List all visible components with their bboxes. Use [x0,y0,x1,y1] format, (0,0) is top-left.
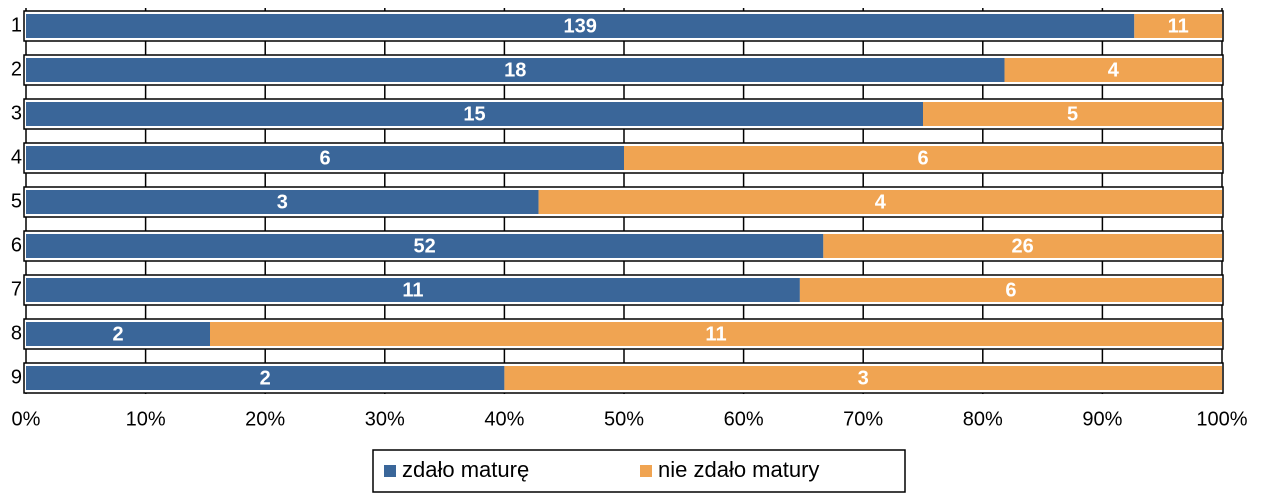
data-label: 52 [414,235,436,257]
bar-segment [210,322,1222,346]
data-label: 139 [563,15,596,37]
bar-segment [1134,14,1222,38]
bar-segment [26,234,824,258]
bar-segment [26,366,505,390]
legend: zdało maturę nie zdało matury [372,449,906,493]
data-label: 5 [1067,103,1078,125]
bar-segment [504,366,1222,390]
x-tick-label: 20% [245,408,285,430]
bar-segment [26,14,1135,38]
bar-segment [26,102,923,126]
data-label: 11 [1168,15,1189,37]
legend-label: zdało maturę [402,457,529,482]
x-tick-label: 90% [1082,408,1122,430]
bar-segment [923,102,1222,126]
category-label: 7 [11,278,22,300]
data-label: 6 [1005,279,1016,301]
x-tick-label: 50% [604,408,644,430]
data-label: 3 [858,367,869,389]
x-tick-label: 40% [484,408,524,430]
category-label: 9 [11,366,22,388]
x-tick-label: 60% [724,408,764,430]
bar-segment [26,146,624,170]
data-label: 2 [260,367,271,389]
x-tick-label: 100% [1196,408,1247,430]
bar-segment [624,146,1222,170]
data-label: 4 [1108,59,1120,81]
bar-segment [26,190,539,214]
bar-segment [799,278,1222,302]
bar-segment [823,234,1222,258]
data-label: 3 [277,191,288,213]
category-label: 3 [11,102,22,124]
data-label: 15 [463,103,485,125]
data-label: 6 [319,147,330,169]
legend-label: nie zdało matury [658,457,819,482]
data-label: 18 [504,59,526,81]
bar-segment [26,278,800,302]
category-label: 4 [11,146,22,168]
data-label: 26 [1012,235,1034,257]
bar-segment [26,322,210,346]
bar-segment [1004,58,1222,82]
x-tick-label: 70% [843,408,883,430]
data-label: 11 [705,323,726,345]
data-label: 11 [402,279,423,301]
x-tick-label: 0% [12,408,41,430]
x-tick-label: 10% [126,408,166,430]
legend-swatch [640,465,652,477]
category-label: 1 [11,14,22,36]
data-label: 2 [112,323,123,345]
category-label: 5 [11,190,22,212]
x-tick-label: 80% [963,408,1003,430]
bar-segment [26,58,1005,82]
x-tick-label: 30% [365,408,405,430]
category-label: 8 [11,322,22,344]
legend-swatch [384,465,396,477]
category-label: 6 [11,234,22,256]
category-label: 2 [11,58,22,80]
data-label: 6 [917,147,928,169]
data-label: 4 [875,191,887,213]
legend-box [372,449,906,493]
bar-segment [538,190,1222,214]
